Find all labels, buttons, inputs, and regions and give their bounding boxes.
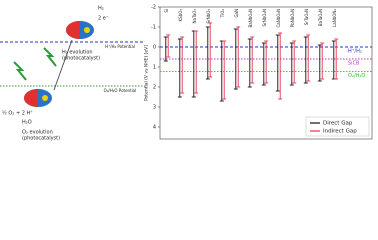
- plot-frame: [159, 6, 373, 140]
- y-tick-label: 2: [153, 85, 156, 91]
- x-tick-label: PbNbO₂N: [290, 9, 295, 27]
- x-tick-label: NaTaO₃: [192, 9, 197, 24]
- y-tick-label: 4: [153, 125, 156, 131]
- label: (photocatalyst): [62, 56, 100, 62]
- y-tick-label: -2: [151, 5, 156, 11]
- light-bolt: [43, 47, 57, 67]
- label: H⁺/H₂ Potential: [105, 44, 135, 49]
- legend-label: Indirect Gap: [323, 129, 357, 135]
- x-tick-label: BaTaO₂N: [318, 9, 323, 26]
- upper-dot: [84, 27, 90, 33]
- label: O₂ evolution: [22, 130, 53, 136]
- x-tick-label: KSbO₃: [178, 9, 183, 22]
- upper-catalyst-half: [66, 21, 80, 39]
- y-tick-label: 3: [153, 105, 156, 111]
- legend-label: Direct Gap: [323, 121, 353, 127]
- lower-catalyst-half: [24, 89, 38, 107]
- legend-box: [305, 116, 370, 137]
- label: H₂ evolution: [62, 50, 93, 56]
- transfer-arrow: [53, 39, 73, 91]
- x-tick-label: SrNbO₃: [206, 9, 211, 24]
- reference-label: SiCB: [348, 61, 360, 67]
- label: H₂: [98, 6, 104, 12]
- label: 2 e⁻: [98, 16, 109, 22]
- x-tick-label: TiO₂: [220, 9, 225, 19]
- reference-label: H⁺/H₂: [348, 49, 362, 55]
- label: (photocatalyst): [22, 136, 60, 142]
- label: O₂/H₂O Potential: [104, 88, 137, 93]
- x-tick-label: Si: [164, 9, 169, 13]
- light-bolt: [13, 61, 27, 81]
- x-tick-label: GaN: [234, 9, 239, 18]
- diagram: H₂ 2 e⁻ H⁺/H₂ Potential H₂ evolution (ph…: [0, 6, 145, 142]
- y-tick-label: -1: [151, 25, 156, 31]
- y-tick-label: 1: [153, 65, 156, 71]
- x-tick-label: BaNbO₂N: [248, 9, 253, 27]
- y-axis-label: Potential (V vs NHE) [eV]: [144, 45, 150, 101]
- label: ½ O₂ + 2 H⁺: [2, 110, 33, 117]
- label: H₂O: [22, 120, 32, 126]
- figure: H₂ 2 e⁻ H⁺/H₂ Potential H₂ evolution (ph…: [0, 5, 373, 142]
- x-tick-label: SrNbO₂N: [262, 9, 267, 26]
- x-tick-label: CaNbO₂N: [276, 9, 281, 28]
- x-tick-label: LaNbON₂: [332, 9, 337, 27]
- y-tick-label: 0: [153, 45, 156, 51]
- x-tick-label: SrTaO₂N: [304, 9, 309, 25]
- lower-dot: [42, 95, 48, 101]
- reference-label: O₂/H₂O: [348, 73, 365, 79]
